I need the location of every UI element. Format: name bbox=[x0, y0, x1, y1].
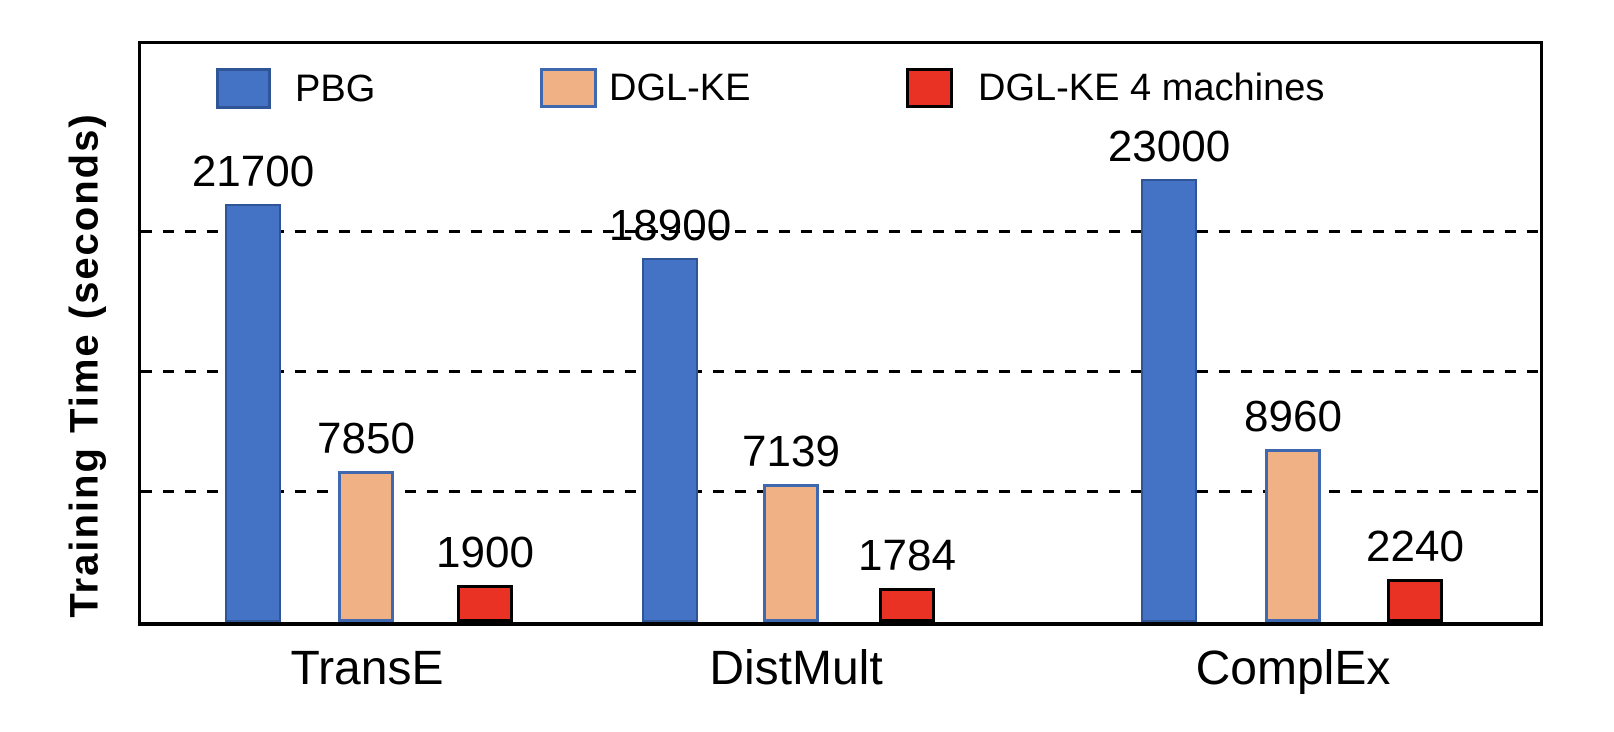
gridline bbox=[141, 370, 1540, 373]
value-label-dgl-ke-4-machines-complex: 2240 bbox=[1366, 522, 1464, 571]
value-label-pbg-distmult: 18900 bbox=[608, 201, 732, 250]
gridline bbox=[141, 490, 1540, 493]
gridline bbox=[141, 230, 1540, 233]
legend-item-dglke-4-machines: DGL-KE 4 machines bbox=[906, 68, 1324, 108]
legend-item-pbg: PBG bbox=[216, 68, 375, 109]
bar-pbg-distmult bbox=[642, 258, 698, 622]
plot-area: PBG DGL-KE DGL-KE 4 machines 21700 18900 2… bbox=[138, 41, 1543, 626]
value-label-dgl-ke-distmult: 7139 bbox=[742, 427, 840, 476]
value-label-dgl-ke-transe: 7850 bbox=[317, 414, 415, 463]
bar-pbg-transe bbox=[225, 204, 281, 622]
legend-label-dglke: DGL-KE bbox=[609, 67, 751, 109]
value-label-dgl-ke-4-machines-distmult: 1784 bbox=[858, 531, 956, 580]
x-axis-label-transe: TransE bbox=[290, 642, 444, 695]
bar-dgl-ke-4-machines-distmult bbox=[879, 588, 935, 622]
bar-dgl-ke-distmult bbox=[763, 484, 819, 622]
bar-dgl-ke-transe bbox=[338, 471, 394, 622]
bar-dgl-ke-4-machines-complex bbox=[1387, 579, 1443, 622]
x-axis-label-complex: ComplEx bbox=[1195, 642, 1391, 695]
bar-dgl-ke-complex bbox=[1265, 449, 1321, 622]
legend-swatch-dglke bbox=[540, 68, 597, 108]
legend-swatch-dglke-4-machines bbox=[906, 68, 953, 108]
legend-swatch-pbg bbox=[216, 68, 271, 109]
value-label-pbg-complex: 23000 bbox=[1107, 122, 1231, 171]
legend-label-dglke-4-machines: DGL-KE 4 machines bbox=[978, 67, 1325, 109]
legend-label-pbg: PBG bbox=[295, 67, 376, 110]
value-label-dgl-ke-4-machines-transe: 1900 bbox=[436, 528, 534, 577]
value-label-dgl-ke-complex: 8960 bbox=[1244, 392, 1342, 441]
x-axis-label-distmult: DistMult bbox=[709, 642, 883, 695]
bar-dgl-ke-4-machines-transe bbox=[457, 585, 513, 622]
bar-pbg-complex bbox=[1141, 179, 1197, 622]
legend-item-dglke: DGL-KE bbox=[540, 68, 750, 108]
value-label-pbg-transe: 21700 bbox=[191, 147, 315, 196]
y-axis-label: Training Time (seconds) bbox=[62, 112, 107, 618]
